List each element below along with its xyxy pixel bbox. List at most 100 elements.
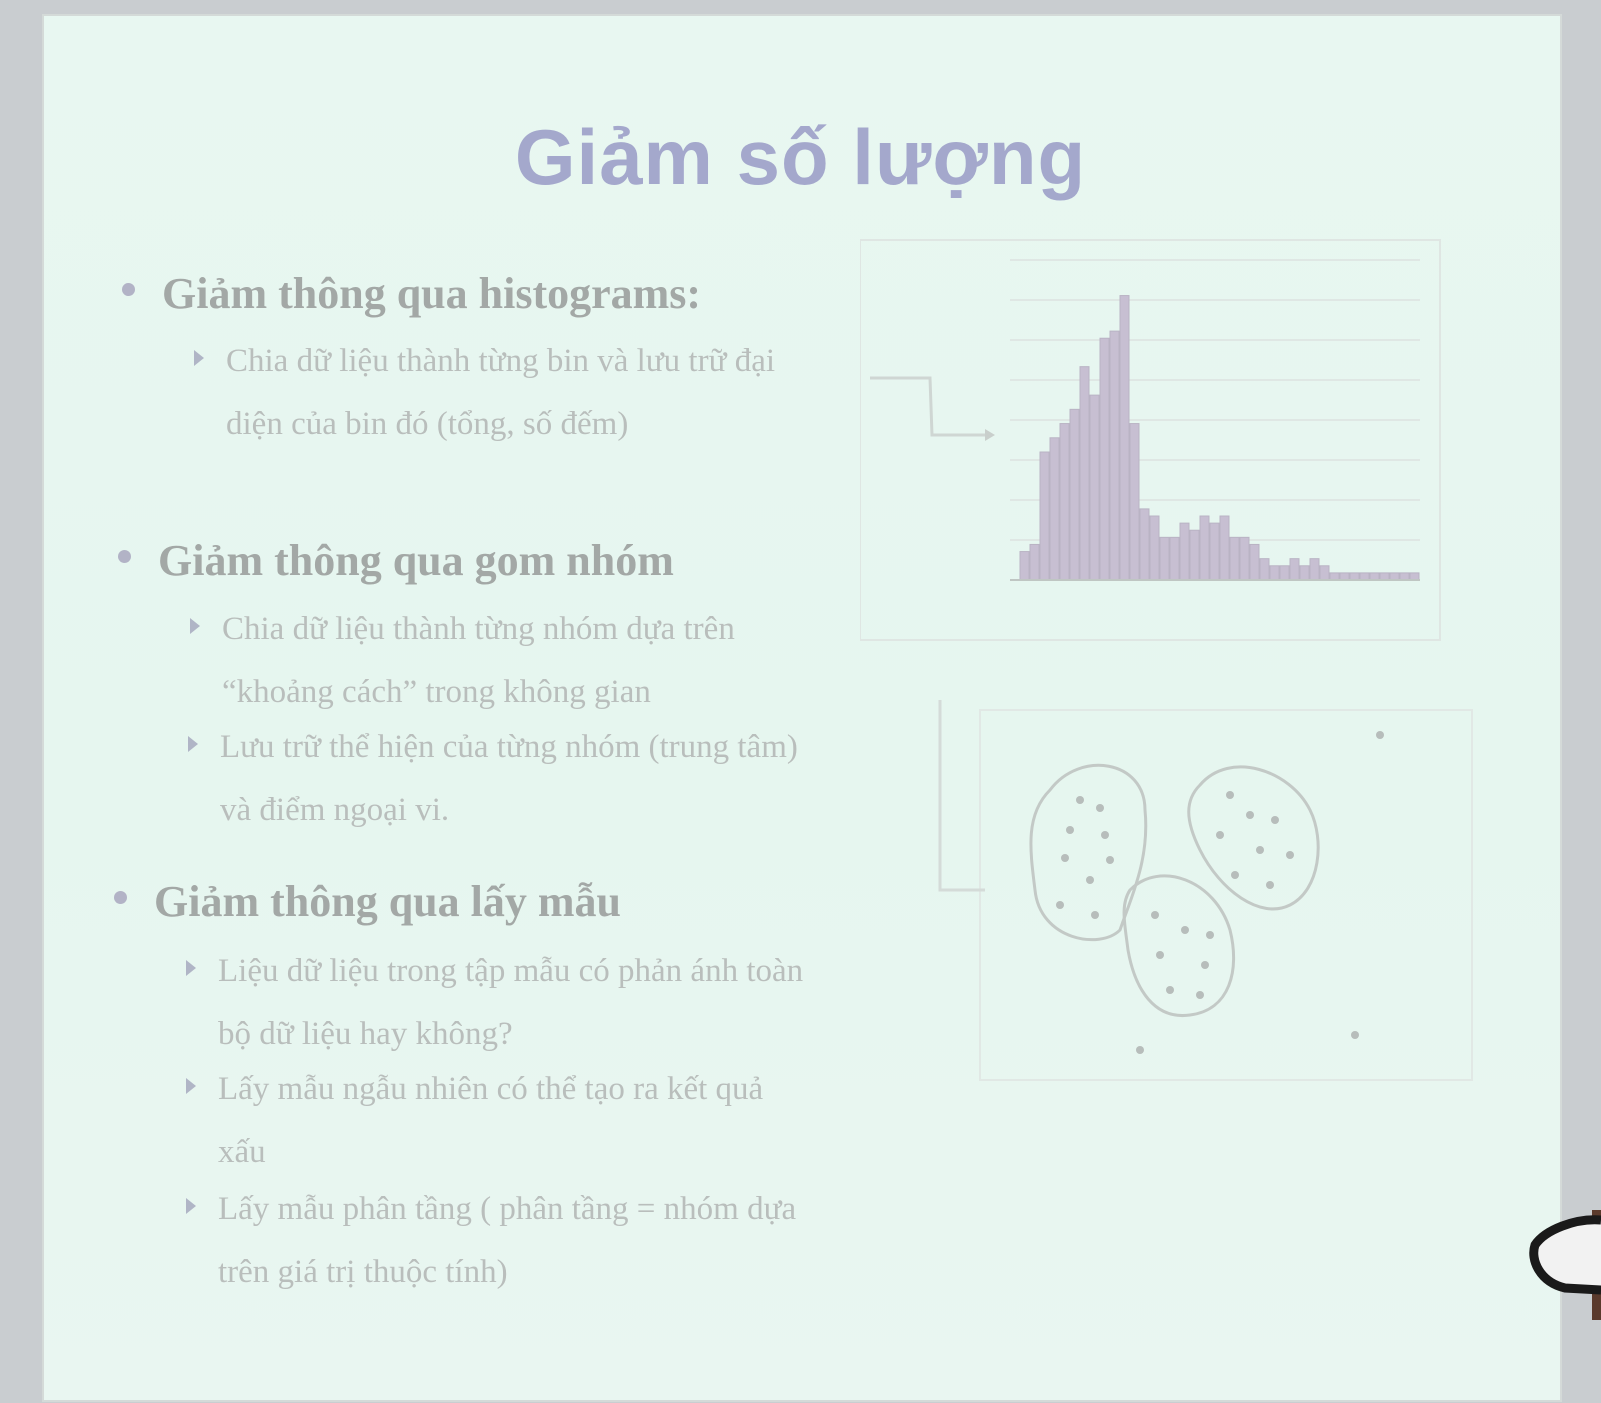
bullet-histograms-1: Chia dữ liệu thành từng bin và lưu trữ đ… xyxy=(194,330,886,456)
data-point xyxy=(1231,871,1239,879)
histogram-bar xyxy=(1399,572,1410,581)
data-point xyxy=(1226,791,1234,799)
section-heading-histograms: Giảm thông qua histograms: xyxy=(122,268,701,319)
data-point xyxy=(1201,961,1209,969)
data-point xyxy=(1266,881,1274,889)
histogram-bar xyxy=(1309,558,1320,581)
cluster-frame xyxy=(979,709,1473,1081)
histogram-bar xyxy=(1269,565,1280,581)
data-point xyxy=(1061,854,1069,862)
data-point xyxy=(1156,951,1164,959)
histogram-bar xyxy=(1199,515,1210,581)
outlier-point xyxy=(1351,1031,1359,1039)
histogram-bar xyxy=(1409,572,1420,581)
histogram-bar xyxy=(1079,366,1090,581)
data-point xyxy=(1086,876,1094,884)
data-point xyxy=(1246,811,1254,819)
bullet-arrow xyxy=(186,960,196,976)
bullet-dot xyxy=(118,550,131,563)
histogram-bar xyxy=(1179,522,1190,581)
histogram-bar xyxy=(1239,536,1250,581)
bullet-arrow xyxy=(186,1078,196,1094)
pointer-arrow xyxy=(938,700,985,892)
histogram-bar xyxy=(1129,423,1140,581)
data-point xyxy=(1256,846,1264,854)
data-point xyxy=(1166,986,1174,994)
data-point xyxy=(1091,911,1099,919)
bullet-arrow xyxy=(186,1198,196,1214)
data-point xyxy=(1106,856,1114,864)
histogram-bar xyxy=(1389,572,1400,581)
histogram-bar xyxy=(1059,423,1070,581)
data-point xyxy=(1096,804,1104,812)
bullet-arrow xyxy=(190,618,200,634)
cluster-outline-bottom xyxy=(1122,874,1236,1018)
histogram-bar xyxy=(1089,394,1100,581)
data-point xyxy=(1271,816,1279,824)
data-point xyxy=(1151,911,1159,919)
cluster-diagram xyxy=(938,700,1473,1081)
data-point xyxy=(1066,826,1074,834)
histogram-bar xyxy=(1369,572,1380,581)
histogram-bar xyxy=(1329,572,1340,581)
bullet-dot xyxy=(122,283,135,296)
histogram-chart xyxy=(860,239,1441,641)
outlier-point xyxy=(1136,1046,1144,1054)
bullet-sampling-1: Liệu dữ liệu trong tập mẫu có phản ánh t… xyxy=(186,940,878,1066)
histogram-bar xyxy=(1289,558,1300,581)
histogram-bar xyxy=(1049,437,1060,581)
bullet-sampling-2: Lấy mẫu ngẫu nhiên có thể tạo ra kết quả… xyxy=(186,1058,878,1184)
slide-title: Giảm số lượng xyxy=(514,113,1087,201)
chart-frame xyxy=(860,239,1441,641)
bullet-dot xyxy=(114,891,127,904)
chart-bars xyxy=(1010,295,1420,581)
pointer-arrow xyxy=(870,376,985,437)
histogram-bar xyxy=(1149,515,1160,581)
bullet-clustering-1: Chia dữ liệu thành từng nhóm dựa trên “k… xyxy=(190,598,882,724)
histogram-bar xyxy=(1379,572,1390,581)
data-point xyxy=(1181,926,1189,934)
bullet-arrow xyxy=(194,350,204,366)
pointer-arrowhead xyxy=(985,429,995,441)
cluster-outline-left xyxy=(1029,763,1148,942)
histogram-bar xyxy=(1279,565,1290,581)
bullet-arrow xyxy=(188,736,198,752)
data-point xyxy=(1216,831,1224,839)
outlier-point xyxy=(1376,731,1384,739)
projection-screen xyxy=(42,14,1562,1402)
eyeglasses-edge xyxy=(1529,1210,1601,1320)
data-point xyxy=(1101,831,1109,839)
histogram-bar xyxy=(1069,408,1080,581)
bullet-clustering-2: Lưu trữ thể hiện của từng nhóm (trung tâ… xyxy=(188,716,880,842)
histogram-bar xyxy=(1349,572,1360,581)
data-point xyxy=(1076,796,1084,804)
histogram-bar xyxy=(1209,522,1220,581)
histogram-bar xyxy=(1119,295,1130,581)
histogram-bar xyxy=(1259,558,1270,581)
histogram-bar xyxy=(1159,536,1170,581)
data-point xyxy=(1286,851,1294,859)
histogram-bar xyxy=(1099,337,1110,581)
histogram-bar xyxy=(1229,536,1240,581)
histogram-bar xyxy=(1139,508,1150,581)
histogram-bar xyxy=(1189,529,1200,581)
histogram-bar xyxy=(1249,543,1260,581)
cluster-outline-right xyxy=(1187,765,1320,911)
histogram-bar xyxy=(1019,551,1030,581)
section-heading-clustering: Giảm thông qua gom nhóm xyxy=(118,535,674,586)
histogram-bar xyxy=(1109,330,1120,581)
data-point xyxy=(1056,901,1064,909)
cluster-points xyxy=(1056,731,1384,1054)
histogram-bar xyxy=(1319,565,1330,581)
data-point xyxy=(1206,931,1214,939)
data-point xyxy=(1196,991,1204,999)
histogram-bar xyxy=(1029,543,1040,581)
bullet-sampling-3: Lấy mẫu phân tầng ( phân tầng = nhóm dựa… xyxy=(186,1178,878,1304)
section-heading-sampling: Giảm thông qua lấy mẫu xyxy=(114,876,621,927)
histogram-bar xyxy=(1219,515,1230,581)
histogram-bar xyxy=(1169,536,1180,581)
histogram-bar xyxy=(1299,565,1310,581)
histogram-bar xyxy=(1359,572,1370,581)
histogram-bar xyxy=(1339,572,1350,581)
histogram-bar xyxy=(1039,451,1050,581)
